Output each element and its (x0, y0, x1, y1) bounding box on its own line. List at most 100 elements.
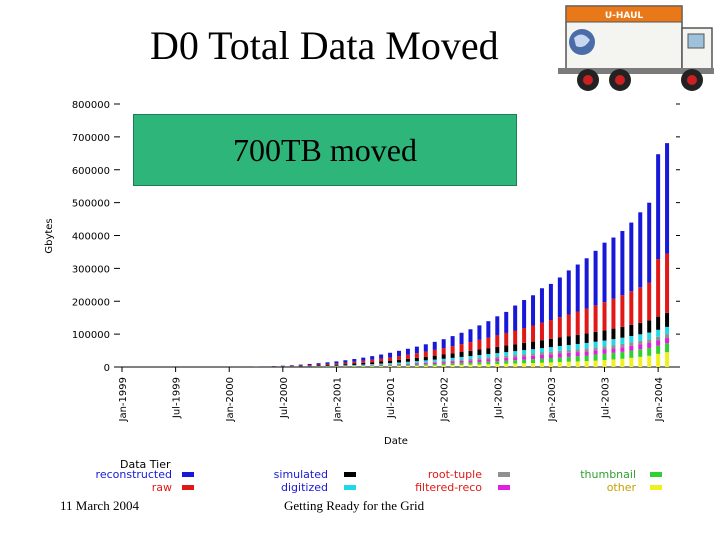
bar-segment (370, 366, 375, 367)
bar-segment (343, 362, 348, 365)
bar-segment (405, 363, 410, 364)
bar-segment (325, 362, 330, 364)
bar-segment (611, 237, 616, 299)
legend-label: other (607, 481, 637, 494)
bar-segment (593, 347, 598, 351)
legend-label: filtered-reco (415, 481, 482, 494)
bar-segment (629, 357, 634, 367)
bar-segment (432, 364, 437, 366)
bar-segment (575, 264, 580, 312)
bar-segment (548, 354, 553, 359)
bar-segment (495, 364, 500, 367)
bar-segment (539, 288, 544, 323)
bar-segment (611, 345, 616, 349)
bar-segment (432, 355, 437, 360)
bar-segment (611, 348, 616, 353)
bar-segment (513, 330, 518, 345)
bar-segment (665, 338, 670, 344)
bar-segment (307, 364, 312, 366)
bar-segment (548, 320, 553, 339)
bar-segment (486, 337, 491, 349)
bar-segment (656, 154, 661, 260)
bar-segment (459, 360, 464, 363)
bar-segment (548, 338, 553, 348)
bar-segment (423, 356, 428, 361)
bar-segment (298, 365, 303, 367)
legend-label: thumbnail (580, 468, 636, 481)
bar-segment (379, 354, 384, 359)
bar-segment (414, 363, 419, 365)
bar-segment (611, 339, 616, 346)
bar-segment (307, 363, 312, 365)
bar-segment (522, 300, 527, 328)
bar-segment (575, 311, 580, 335)
bar-segment (513, 305, 518, 331)
bar-segment (477, 349, 482, 356)
bar-segment (370, 359, 375, 363)
bar-segment (423, 365, 428, 367)
bar-segment (638, 344, 643, 350)
bar-segment (477, 362, 482, 365)
bar-segment (557, 350, 562, 354)
bar-segment (557, 317, 562, 338)
bar-segment (593, 331, 598, 342)
x-tick-label: Jan-2000 (225, 377, 236, 422)
bar-segment (620, 337, 625, 344)
bar-segment (495, 361, 500, 365)
bar-segment (602, 330, 607, 341)
bar-segment (513, 363, 518, 367)
bar-segment (656, 259, 661, 317)
bar-segment (539, 355, 544, 359)
bar-segment (432, 365, 437, 367)
bar-segment (566, 270, 571, 315)
bar-segment (575, 361, 580, 367)
bar-segment (379, 361, 384, 364)
bar-segment (423, 351, 428, 357)
x-tick-label: Jul-2000 (279, 377, 290, 419)
bar-segment (522, 354, 527, 357)
bar-segment (441, 358, 446, 361)
bar-segment (397, 362, 401, 364)
bar-segment (531, 325, 536, 342)
bar-segment (656, 340, 661, 346)
bar-segment (397, 363, 401, 365)
bar-segment (441, 363, 446, 366)
bar-segment (548, 283, 553, 321)
x-tick-label: Jan-2003 (547, 377, 558, 422)
bar-segment (450, 346, 455, 354)
x-tick-label: Jan-2004 (654, 377, 665, 422)
bar-segment (379, 365, 384, 367)
bar-segment (656, 316, 661, 330)
bar-segment (557, 337, 562, 347)
bar-segment (289, 365, 294, 366)
bar-segment (548, 347, 553, 352)
bar-segment (486, 359, 491, 362)
bar-segment (593, 350, 598, 355)
bar-segment (414, 353, 419, 358)
bar-segment (620, 343, 625, 348)
bar-segment (414, 357, 419, 362)
bar-segment (397, 364, 401, 366)
legend-label: reconstructed (96, 468, 172, 481)
bar-segment (647, 343, 652, 348)
bar-segment (557, 346, 562, 351)
bar-segment (441, 339, 446, 349)
y-axis-label: Gbytes (44, 218, 55, 253)
bar-segment (602, 302, 607, 331)
bar-segment (468, 356, 473, 359)
bar-segment (602, 349, 607, 354)
bar-segment (414, 364, 419, 366)
bar-segment (647, 282, 652, 321)
bar-segment (397, 356, 401, 360)
bar-segment (450, 363, 455, 366)
bar-segment (504, 332, 509, 346)
bar-segment (638, 356, 643, 367)
y-tick-label: 800000 (72, 100, 110, 111)
bar-segment (459, 332, 464, 345)
bar-segment (414, 346, 419, 354)
bar-segment (656, 336, 661, 341)
bar-segment (405, 363, 410, 365)
legend-swatch (344, 472, 356, 477)
bar-segment (638, 334, 643, 341)
bar-segment (611, 298, 616, 329)
